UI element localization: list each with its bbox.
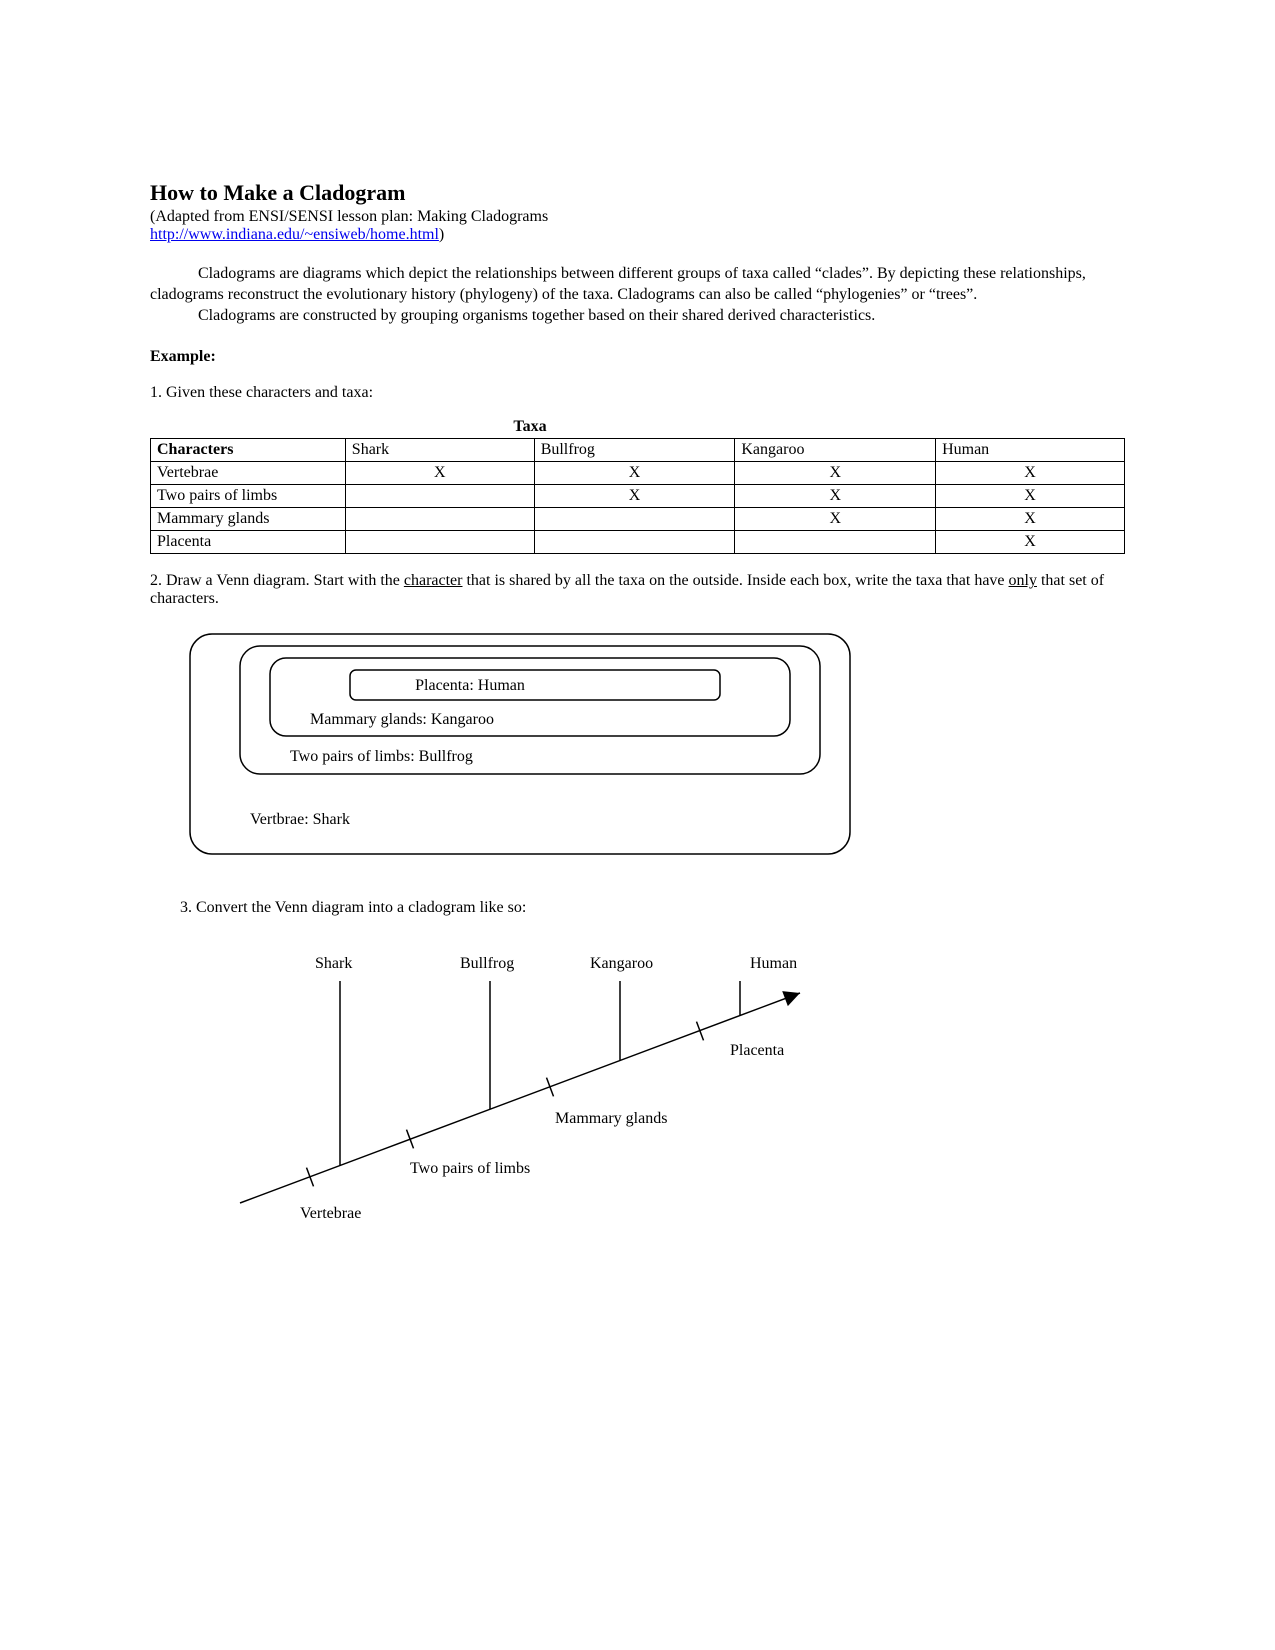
subtitle-suffix: )	[439, 226, 444, 243]
source-link[interactable]: http://www.indiana.edu/~ensiweb/home.htm…	[150, 226, 439, 243]
character-table: Characters SharkBullfrogKangarooHuman Ve…	[150, 438, 1125, 554]
character-cell: Placenta	[151, 531, 346, 554]
step-3-text: 3. Convert the Venn diagram into a clado…	[180, 899, 1125, 917]
page-title: How to Make a Cladogram	[150, 180, 1125, 206]
character-label: Placenta	[730, 1042, 784, 1059]
mark-cell	[345, 485, 534, 508]
venn-label: Placenta: Human	[415, 677, 525, 694]
mark-cell: X	[735, 462, 936, 485]
taxa-header: Human	[936, 439, 1125, 462]
cladogram-diagram: Shark Bullfrog Kangaroo Human Vertebrae Two p…	[210, 933, 1125, 1238]
characters-header: Characters	[151, 439, 346, 462]
subtitle-prefix: (Adapted from ENSI/SENSI lesson plan: Ma…	[150, 208, 548, 225]
document-page: How to Make a Cladogram (Adapted from EN…	[0, 0, 1275, 1338]
mark-cell: X	[534, 485, 735, 508]
table-row: Placenta X	[151, 531, 1125, 554]
venn-label: Vertbrae: Shark	[250, 811, 350, 828]
taxa-header: Shark	[345, 439, 534, 462]
taxa-header: Bullfrog	[534, 439, 735, 462]
taxon-label: Human	[750, 955, 797, 972]
character-label: Vertebrae	[300, 1205, 361, 1222]
step-1-text: 1. Given these characters and taxa:	[150, 384, 1125, 402]
intro-p1: Cladograms are diagrams which depict the…	[150, 264, 1125, 306]
intro-p2: Cladograms are constructed by grouping o…	[150, 306, 1125, 327]
mark-cell: X	[735, 485, 936, 508]
mark-cell	[534, 508, 735, 531]
mark-cell	[345, 531, 534, 554]
taxon-label: Shark	[315, 955, 352, 972]
mark-cell: X	[735, 508, 936, 531]
taxa-header: Kangaroo	[735, 439, 936, 462]
subtitle: (Adapted from ENSI/SENSI lesson plan: Ma…	[150, 208, 1125, 244]
mark-cell: X	[936, 462, 1125, 485]
character-cell: Two pairs of limbs	[151, 485, 346, 508]
step-2-text: 2. Draw a Venn diagram. Start with the c…	[150, 572, 1125, 608]
table-row: VertebraeXXXX	[151, 462, 1125, 485]
mark-cell	[735, 531, 936, 554]
venn-diagram: Vertbrae: Shark Two pairs of limbs: Bullf…	[180, 624, 1125, 869]
table-row: Mammary glands XX	[151, 508, 1125, 531]
table-row: Two pairs of limbsXXX	[151, 485, 1125, 508]
step2-underlined-character: character	[404, 572, 463, 589]
mark-cell: X	[534, 462, 735, 485]
example-label: Example:	[150, 348, 1125, 366]
character-label: Mammary glands	[555, 1110, 667, 1127]
table-header-row: Characters SharkBullfrogKangarooHuman	[151, 439, 1125, 462]
venn-label: Mammary glands: Kangaroo	[310, 711, 494, 728]
taxa-heading: Taxa	[430, 418, 630, 436]
mark-cell	[345, 508, 534, 531]
character-cell: Vertebrae	[151, 462, 346, 485]
mark-cell	[534, 531, 735, 554]
mark-cell: X	[936, 485, 1125, 508]
venn-label: Two pairs of limbs: Bullfrog	[290, 748, 473, 765]
venn-box	[350, 670, 720, 700]
character-label: Two pairs of limbs	[410, 1160, 530, 1177]
mark-cell: X	[936, 531, 1125, 554]
taxon-label: Kangaroo	[590, 955, 653, 972]
step2-underlined-only: only	[1009, 572, 1037, 589]
taxon-label: Bullfrog	[460, 955, 514, 972]
mark-cell: X	[936, 508, 1125, 531]
mark-cell: X	[345, 462, 534, 485]
intro-paragraphs: Cladograms are diagrams which depict the…	[150, 264, 1125, 326]
character-cell: Mammary glands	[151, 508, 346, 531]
